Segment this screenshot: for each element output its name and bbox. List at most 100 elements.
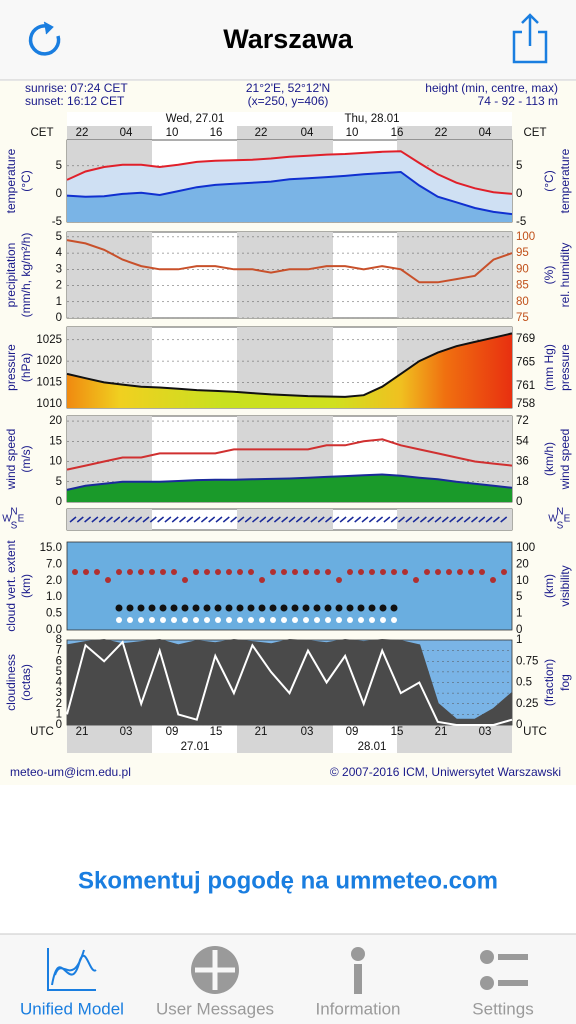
axis-title: (km) bbox=[19, 574, 33, 598]
tick-label: 0 bbox=[56, 496, 62, 508]
wind-arrow bbox=[113, 516, 121, 523]
cloud-dot bbox=[292, 569, 298, 575]
axis-title: (km/h) bbox=[542, 442, 556, 476]
coords: 21°2'E, 52°12'N bbox=[246, 81, 330, 95]
cloud-dot bbox=[182, 577, 188, 583]
tick-label: -5 bbox=[52, 216, 62, 228]
cloud-dot bbox=[247, 604, 255, 612]
tz-label: CET bbox=[31, 127, 54, 139]
hour-label: 10 bbox=[166, 127, 179, 139]
wind-arrow bbox=[303, 516, 311, 523]
tick-label: 7 bbox=[56, 645, 62, 657]
tab-label[interactable]: Settings bbox=[472, 999, 533, 1018]
cloud-dot bbox=[215, 617, 221, 623]
wind-arrow bbox=[390, 516, 398, 523]
cloud-dot bbox=[324, 604, 332, 612]
cloud-dot bbox=[127, 617, 133, 623]
wind-arrow bbox=[317, 516, 325, 523]
cloud-dot bbox=[215, 569, 221, 575]
copyright: © 2007-2016 ICM, Uniwersytet Warszawski bbox=[330, 765, 561, 779]
share-button[interactable] bbox=[512, 13, 548, 64]
tick-label: 20 bbox=[49, 415, 62, 427]
hour-label: 16 bbox=[391, 127, 404, 139]
cloud-dot bbox=[336, 617, 342, 623]
axis-title: precipitation bbox=[4, 243, 18, 308]
tick-label: 90 bbox=[516, 263, 529, 275]
cloud-dot bbox=[116, 617, 122, 623]
cloud-dot bbox=[314, 617, 320, 623]
hour-label: 15 bbox=[391, 726, 404, 738]
tick-label: 8 bbox=[56, 634, 62, 646]
cloud-dot bbox=[446, 569, 452, 575]
wind-arrow bbox=[69, 516, 77, 523]
cloud-dot bbox=[368, 604, 376, 612]
night-band bbox=[237, 725, 333, 753]
hour-label: 21 bbox=[76, 726, 89, 738]
tick-label: -5 bbox=[516, 216, 526, 228]
axis-title: (mm Hg) bbox=[542, 344, 556, 391]
night-band bbox=[237, 126, 333, 140]
tick-label: 95 bbox=[516, 247, 529, 259]
cloud-dot bbox=[303, 569, 309, 575]
tick-label: 1 bbox=[516, 634, 522, 646]
tick-label: 0 bbox=[56, 188, 62, 200]
cloud-dot bbox=[171, 569, 177, 575]
cloud-dot bbox=[303, 617, 309, 623]
axis-title: pressure bbox=[4, 344, 18, 391]
tab-label[interactable]: User Messages bbox=[156, 999, 274, 1018]
night-band bbox=[397, 126, 512, 140]
cloud-dot bbox=[127, 569, 133, 575]
cloud-dot bbox=[259, 577, 265, 583]
line bbox=[66, 150, 513, 195]
wind-arrow bbox=[237, 516, 245, 523]
cloud-dot bbox=[346, 604, 354, 612]
height-label: height (min, centre, max) bbox=[425, 81, 558, 95]
date-label: 28.01 bbox=[358, 741, 387, 753]
wind-arrow bbox=[149, 516, 157, 523]
wind-arrow bbox=[222, 516, 230, 523]
cloud-dot bbox=[214, 604, 222, 612]
tick-label: 7.0 bbox=[46, 558, 62, 570]
wind-arrow bbox=[273, 516, 281, 523]
tab-label[interactable]: Unified Model bbox=[20, 999, 124, 1018]
hour-label: 22 bbox=[435, 127, 448, 139]
tick-label: 5 bbox=[516, 591, 522, 603]
tab-label[interactable]: Information bbox=[315, 999, 400, 1018]
cloud-dot bbox=[369, 569, 375, 575]
tick-label: 5 bbox=[56, 476, 62, 488]
cloud-dot bbox=[357, 604, 365, 612]
wind-arrow bbox=[325, 516, 332, 523]
day-label: Thu, 28.01 bbox=[345, 113, 400, 125]
night-band bbox=[67, 126, 152, 140]
tick-label: 1015 bbox=[36, 376, 62, 388]
wind-arrow bbox=[346, 516, 354, 523]
wind-arrow bbox=[383, 516, 391, 523]
cloud-dot bbox=[83, 569, 89, 575]
tick-label: 2.0 bbox=[46, 575, 62, 587]
tick-label: 80 bbox=[516, 296, 529, 308]
tick-label: 2 bbox=[56, 698, 62, 710]
wind-arrow bbox=[434, 516, 442, 523]
wind-arrow bbox=[368, 516, 376, 523]
comment-link[interactable]: Skomentuj pogodę na ummeteo.com bbox=[78, 867, 498, 894]
cloud-dot bbox=[94, 569, 100, 575]
tick-label: 1 bbox=[56, 296, 62, 308]
cloud-dot bbox=[126, 604, 134, 612]
cloud-dot bbox=[160, 617, 166, 623]
refresh-button[interactable] bbox=[28, 21, 61, 56]
tick-label: 75 bbox=[516, 312, 529, 324]
wind-arrow bbox=[157, 516, 165, 523]
line bbox=[66, 640, 513, 726]
axis-title: rel. humidity bbox=[558, 243, 572, 308]
wind-arrow bbox=[98, 516, 106, 523]
night-band bbox=[67, 725, 152, 753]
date-label: 27.01 bbox=[181, 741, 210, 753]
compass-label: N bbox=[556, 507, 563, 518]
tick-label: 0.0 bbox=[46, 624, 62, 636]
wind-arrow bbox=[339, 516, 347, 523]
cloud-dot bbox=[270, 617, 276, 623]
cloud-dot bbox=[314, 569, 320, 575]
cloud-dot bbox=[390, 604, 398, 612]
